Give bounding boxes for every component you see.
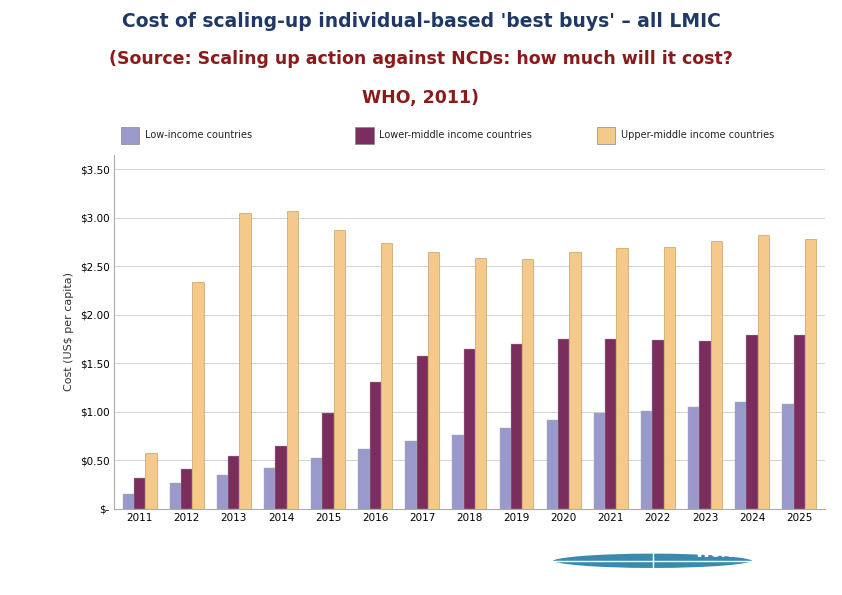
Bar: [370, 381, 381, 509]
Bar: [264, 468, 275, 509]
Bar: [311, 458, 322, 509]
Bar: [747, 335, 758, 509]
Bar: [700, 341, 711, 509]
Bar: [134, 478, 145, 509]
Bar: [782, 404, 794, 509]
Text: Department of Health Systems Financing: Department of Health Systems Financing: [101, 546, 316, 556]
Text: World Health: World Health: [695, 545, 803, 560]
Text: Upper-middle income countries: Upper-middle income countries: [621, 130, 775, 140]
Bar: [546, 421, 558, 509]
Bar: [239, 213, 251, 509]
Bar: [145, 453, 157, 509]
Text: Better Financing for Better Health: Better Financing for Better Health: [101, 571, 278, 581]
Bar: [381, 243, 392, 509]
Text: |: |: [46, 555, 51, 567]
Bar: [452, 435, 464, 509]
Bar: [758, 235, 769, 509]
Bar: [475, 258, 487, 509]
FancyBboxPatch shape: [355, 127, 374, 143]
Bar: [616, 248, 628, 509]
Bar: [653, 340, 663, 509]
Text: Lower-middle income countries: Lower-middle income countries: [380, 130, 532, 140]
Bar: [358, 449, 370, 509]
Bar: [569, 252, 581, 509]
Bar: [558, 339, 569, 509]
Bar: [511, 344, 522, 509]
Bar: [499, 428, 511, 509]
Bar: [711, 241, 722, 509]
Bar: [641, 411, 653, 509]
FancyBboxPatch shape: [597, 127, 616, 143]
Text: WHO, 2011): WHO, 2011): [363, 89, 479, 107]
Bar: [688, 407, 700, 509]
Bar: [405, 441, 417, 509]
Bar: [170, 483, 181, 509]
Bar: [181, 469, 192, 509]
Bar: [605, 339, 616, 509]
Y-axis label: Cost (US$ per capita): Cost (US$ per capita): [64, 272, 74, 392]
Bar: [275, 446, 286, 509]
Bar: [794, 335, 805, 509]
Bar: [333, 230, 345, 509]
Bar: [228, 456, 239, 509]
Text: Cost of scaling-up individual-based 'best buys' – all LMIC: Cost of scaling-up individual-based 'bes…: [121, 12, 721, 31]
Bar: [464, 349, 475, 509]
Bar: [663, 247, 674, 509]
Bar: [417, 356, 428, 509]
Bar: [428, 252, 440, 509]
Bar: [217, 475, 228, 509]
FancyBboxPatch shape: [121, 127, 139, 143]
Bar: [286, 211, 298, 509]
Text: 20: 20: [29, 555, 45, 567]
Bar: [522, 259, 534, 509]
Circle shape: [552, 553, 754, 569]
Bar: [735, 402, 747, 509]
Text: Organization: Organization: [695, 571, 802, 585]
Bar: [123, 494, 134, 509]
Bar: [322, 413, 333, 509]
Bar: [192, 282, 204, 509]
Bar: [594, 413, 605, 509]
Bar: [805, 239, 816, 509]
Text: Low-income countries: Low-income countries: [145, 130, 252, 140]
Text: (Source: Scaling up action against NCDs: how much will it cost?: (Source: Scaling up action against NCDs:…: [109, 51, 733, 68]
